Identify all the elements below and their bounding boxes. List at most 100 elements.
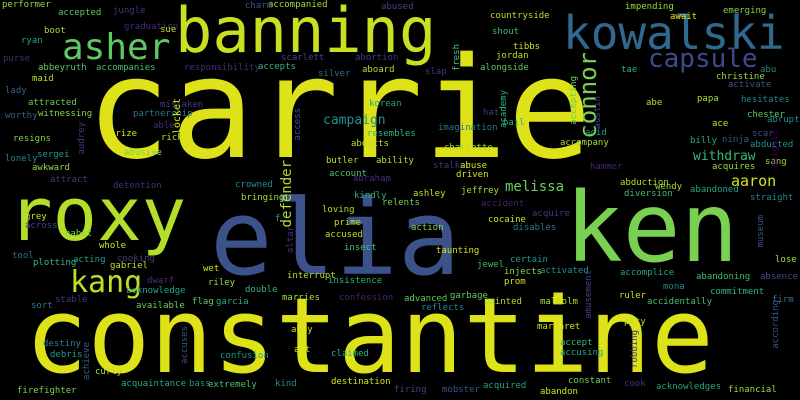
word: margaret — [537, 322, 581, 332]
word: accompanies — [96, 63, 156, 73]
word: butler — [326, 156, 359, 166]
word: korean — [369, 99, 402, 109]
word: f — [275, 214, 281, 224]
word: partnership — [133, 109, 193, 119]
word: awkward — [32, 163, 70, 173]
word: extremely — [208, 380, 257, 390]
word: austin — [593, 96, 603, 129]
word: accuses — [180, 326, 190, 364]
word: abuse — [460, 161, 488, 171]
word: papa — [697, 94, 719, 104]
word: kowalski — [563, 6, 785, 60]
word: ability — [376, 156, 414, 166]
word: gabriel — [110, 261, 148, 271]
word: curly — [95, 367, 123, 377]
word: firefighter — [17, 386, 77, 396]
word: abusive — [124, 148, 162, 158]
word: carrie — [86, 28, 592, 191]
word: bass — [189, 379, 211, 389]
word: accused — [325, 230, 363, 240]
word: stalker — [433, 161, 471, 171]
word: sue — [160, 25, 177, 35]
word: altar — [286, 226, 296, 254]
word: destiny — [43, 339, 81, 349]
word: aboard — [362, 65, 395, 75]
word: purse — [3, 54, 31, 64]
word: abraham — [353, 174, 391, 184]
word: asher — [62, 27, 171, 68]
word: straight — [750, 193, 794, 203]
word: sergei — [37, 150, 70, 160]
word: boot — [44, 26, 66, 36]
word: insect — [344, 243, 377, 253]
word: acting — [73, 255, 106, 265]
word: cocaine — [488, 215, 526, 225]
word: financial — [728, 385, 777, 395]
word: disables — [513, 223, 557, 233]
word: jeffrey — [461, 186, 499, 196]
word: abducts — [351, 139, 389, 149]
word: bringing — [241, 193, 285, 203]
word: jungle — [113, 6, 146, 16]
word: malcolm — [540, 297, 578, 307]
word: crowned — [235, 180, 273, 190]
word: alongside — [480, 63, 529, 73]
word: acknowledges — [656, 382, 722, 392]
word: activated — [540, 266, 589, 276]
word: elia — [210, 177, 461, 299]
word: abducted — [750, 140, 794, 150]
word: garcia — [216, 297, 249, 307]
word: flag — [192, 297, 214, 307]
word: accepts — [258, 62, 296, 72]
word: sort — [31, 301, 53, 311]
word: debris — [50, 350, 83, 360]
word: reflects — [421, 303, 465, 313]
word: mobster — [442, 385, 480, 395]
word: abortion — [355, 53, 399, 63]
word: plotting — [33, 258, 77, 268]
word: garbage — [450, 291, 488, 301]
word: witnessing — [38, 109, 93, 119]
word: wendy — [655, 182, 683, 192]
word: abduction — [620, 178, 669, 188]
word: performer — [2, 0, 51, 10]
word: resembles — [367, 129, 416, 139]
word: acquired — [483, 381, 527, 391]
word: prime — [334, 218, 362, 228]
word: available — [136, 301, 185, 311]
word: hammer — [590, 162, 623, 172]
word: interrupt — [287, 271, 336, 281]
word: constant — [568, 376, 612, 386]
word: prize — [110, 129, 138, 139]
word: tibbs — [513, 42, 541, 52]
word: emerging — [723, 6, 767, 16]
word: aaron — [731, 172, 777, 190]
word: confusion — [220, 351, 269, 361]
word: graduation — [124, 22, 179, 32]
word: destination — [331, 377, 391, 387]
word: acquire — [532, 209, 570, 219]
word: accident — [481, 199, 525, 209]
word: responsibility — [184, 63, 260, 73]
word: fresh — [452, 44, 462, 72]
word: banning — [175, 0, 437, 67]
word: achieve — [82, 342, 92, 380]
word: imagination — [438, 123, 498, 133]
word: grey — [25, 212, 47, 222]
word: account — [329, 169, 367, 179]
word: cook — [624, 379, 646, 389]
word: claimed — [331, 349, 369, 359]
word: access — [293, 108, 303, 141]
word: injects — [504, 267, 542, 277]
word: scarlett — [281, 53, 325, 63]
word: ken — [565, 172, 739, 284]
word: shout — [492, 27, 520, 37]
word: accepting — [569, 76, 579, 125]
word: audrey — [77, 122, 87, 155]
word: accepted — [58, 8, 102, 18]
word: confession — [339, 293, 394, 303]
word: acid — [585, 128, 607, 138]
word: action — [411, 223, 444, 233]
word: ace — [712, 119, 729, 129]
word: accept — [560, 338, 593, 348]
